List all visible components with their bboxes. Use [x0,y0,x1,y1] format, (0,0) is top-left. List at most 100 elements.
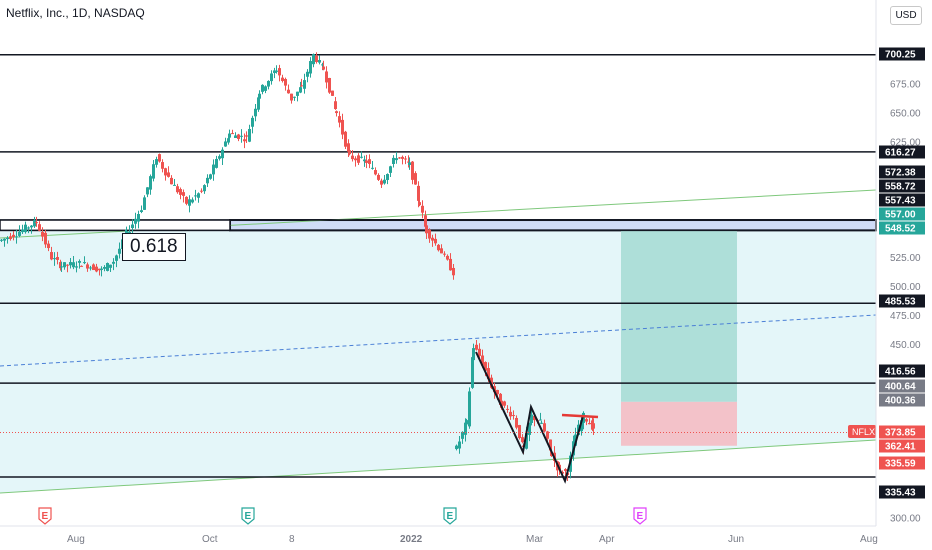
candle-body [312,54,315,65]
channel-midline [0,314,877,367]
candle-body [380,180,383,185]
earnings-icon [633,507,647,525]
candle-body [539,419,542,421]
fib-level-label: 0.618 [122,233,186,261]
candle-body [395,158,398,161]
candle-body [518,425,521,439]
y-tick-label: 450.00 [890,340,921,351]
lower-trendline [0,439,877,494]
price-badge [879,425,925,439]
candle-body [580,420,583,432]
zone-left-box [0,219,231,232]
candle-body [281,77,284,81]
candle-body [92,264,95,271]
candle-body [35,222,38,224]
candle-body [9,236,12,239]
candle-body [44,232,47,245]
candle-body [78,261,81,263]
candle-body [221,149,224,159]
candle-body [41,231,44,237]
candle-body [254,108,257,117]
candle-body [530,414,533,423]
candle-body [267,80,270,87]
price-badge [879,207,925,221]
candle-body [407,161,410,163]
candle-body [176,186,179,193]
candle-body [344,131,347,147]
candle-body [431,237,434,241]
candle-body [434,238,437,244]
candle-body [421,205,424,213]
x-tick-label: 8 [289,534,295,545]
candle-body [140,210,143,213]
candle-body [561,471,564,474]
stop-loss-zone [621,401,737,446]
candle-body [549,439,552,451]
candle-body [341,119,344,135]
price-badge-text: 362.41 [885,442,916,453]
candle-body [59,262,62,269]
price-badge [879,145,925,159]
candle-body [21,229,24,233]
candle-body [515,417,518,428]
candle-body [60,266,63,268]
candle-body [27,227,30,229]
candle-body [540,422,543,424]
candle-body [131,224,134,229]
candle-body [546,431,549,439]
candle-body [351,155,354,160]
candle-body [234,135,237,138]
candle-body [284,78,287,86]
earnings-label: E [245,511,252,522]
candle-body [377,174,380,180]
price-badge-text: 616.27 [885,148,916,159]
candle-body [75,266,78,268]
candle-body [182,192,185,196]
candle-body [137,214,140,222]
y-tick-label: 300.00 [890,514,921,525]
candle-body [328,77,331,93]
candle-body [251,117,254,127]
candles [0,52,595,482]
candle-body [38,224,41,231]
price-badge-text: 572.38 [885,168,916,179]
candle-body [12,234,15,238]
candle-body [468,391,471,427]
candle-body [461,431,464,439]
candle-body [357,155,360,163]
candle-body [550,453,553,457]
candle-body [592,423,595,429]
earnings-icon [38,507,52,525]
candle-body [98,268,101,271]
candle-body [89,267,92,269]
candle-body [80,265,83,267]
candle-body [275,70,278,72]
price-badge [879,393,925,407]
chart-title: Netflix, Inc., 1D, NASDAQ [6,6,145,20]
candle-body [0,239,3,241]
candle-body [321,64,324,66]
candle-body [425,225,428,234]
price-badge-text: 557.00 [885,210,916,221]
candle-body [185,196,188,204]
candle-body [66,264,69,266]
candle-body [115,255,118,261]
candle-body [528,423,531,435]
candle-body [215,158,218,168]
price-badge-text: 335.43 [885,488,916,499]
candle-body [53,258,56,260]
price-badge-text: 400.64 [885,382,916,393]
candle-body [240,135,243,137]
candle-body [224,141,227,147]
candle-body [354,158,357,161]
currency-button[interactable]: USD [890,6,922,25]
neckline [561,413,599,419]
candle-body [197,193,200,198]
candle-body [417,185,420,201]
candle-body [203,185,206,192]
candle-body [506,408,509,410]
candle-body [218,156,221,159]
candle-body [521,437,524,443]
price-badge [879,439,925,453]
